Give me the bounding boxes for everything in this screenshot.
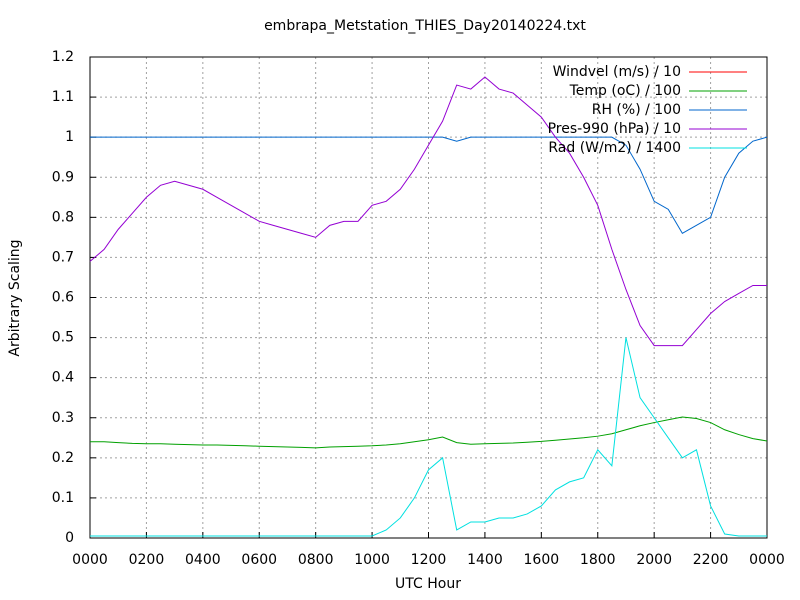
x-tick-label: 0200 [129,552,165,568]
y-tick-label: 0.9 [52,169,74,185]
series-line [90,337,767,537]
y-tick-label: 0.5 [52,330,74,346]
legend-label: Pres-990 (hPa) / 10 [548,121,681,137]
x-tick-label: 0000 [749,552,785,568]
x-tick-label: 1200 [411,552,447,568]
legend-label: Windvel (m/s) / 10 [553,64,681,80]
y-tick-label: 0.1 [52,490,74,506]
y-tick-label: 1.2 [52,49,74,65]
x-tick-label: 1600 [524,552,560,568]
y-tick-label: 0.7 [52,249,74,265]
y-tick-label: 0.4 [52,370,74,386]
y-tick-label: 1.1 [52,89,74,105]
legend-label: Rad (W/m2) / 1400 [548,140,681,156]
legend-label: RH (%) / 100 [592,102,681,118]
x-tick-label: 1800 [580,552,616,568]
y-tick-label: 0.8 [52,209,74,225]
x-tick-label: 0400 [185,552,221,568]
x-tick-label: 2200 [693,552,729,568]
y-tick-label: 0.2 [52,450,74,466]
series-line [89,76,767,347]
x-tick-label: 0600 [241,552,277,568]
y-tick-label: 0.6 [52,290,74,306]
x-tick-label: 0800 [298,552,334,568]
legend-label: Temp (oC) / 100 [569,83,681,99]
x-tick-label: 1400 [467,552,503,568]
chart-title: embrapa_Metstation_THIES_Day20140224.txt [264,18,586,34]
y-tick-label: 0.3 [52,410,74,426]
series-line [90,416,768,449]
x-tick-label: 2000 [636,552,672,568]
y-axis-label: Arbitrary Scaling [7,239,23,356]
series-line [90,136,768,235]
x-axis-label: UTC Hour [395,576,461,592]
y-tick-label: 1 [65,129,74,145]
y-tick-label: 0 [65,530,74,546]
plot-frame [89,56,768,539]
x-tick-label: 0000 [72,552,108,568]
x-tick-label: 1000 [354,552,390,568]
